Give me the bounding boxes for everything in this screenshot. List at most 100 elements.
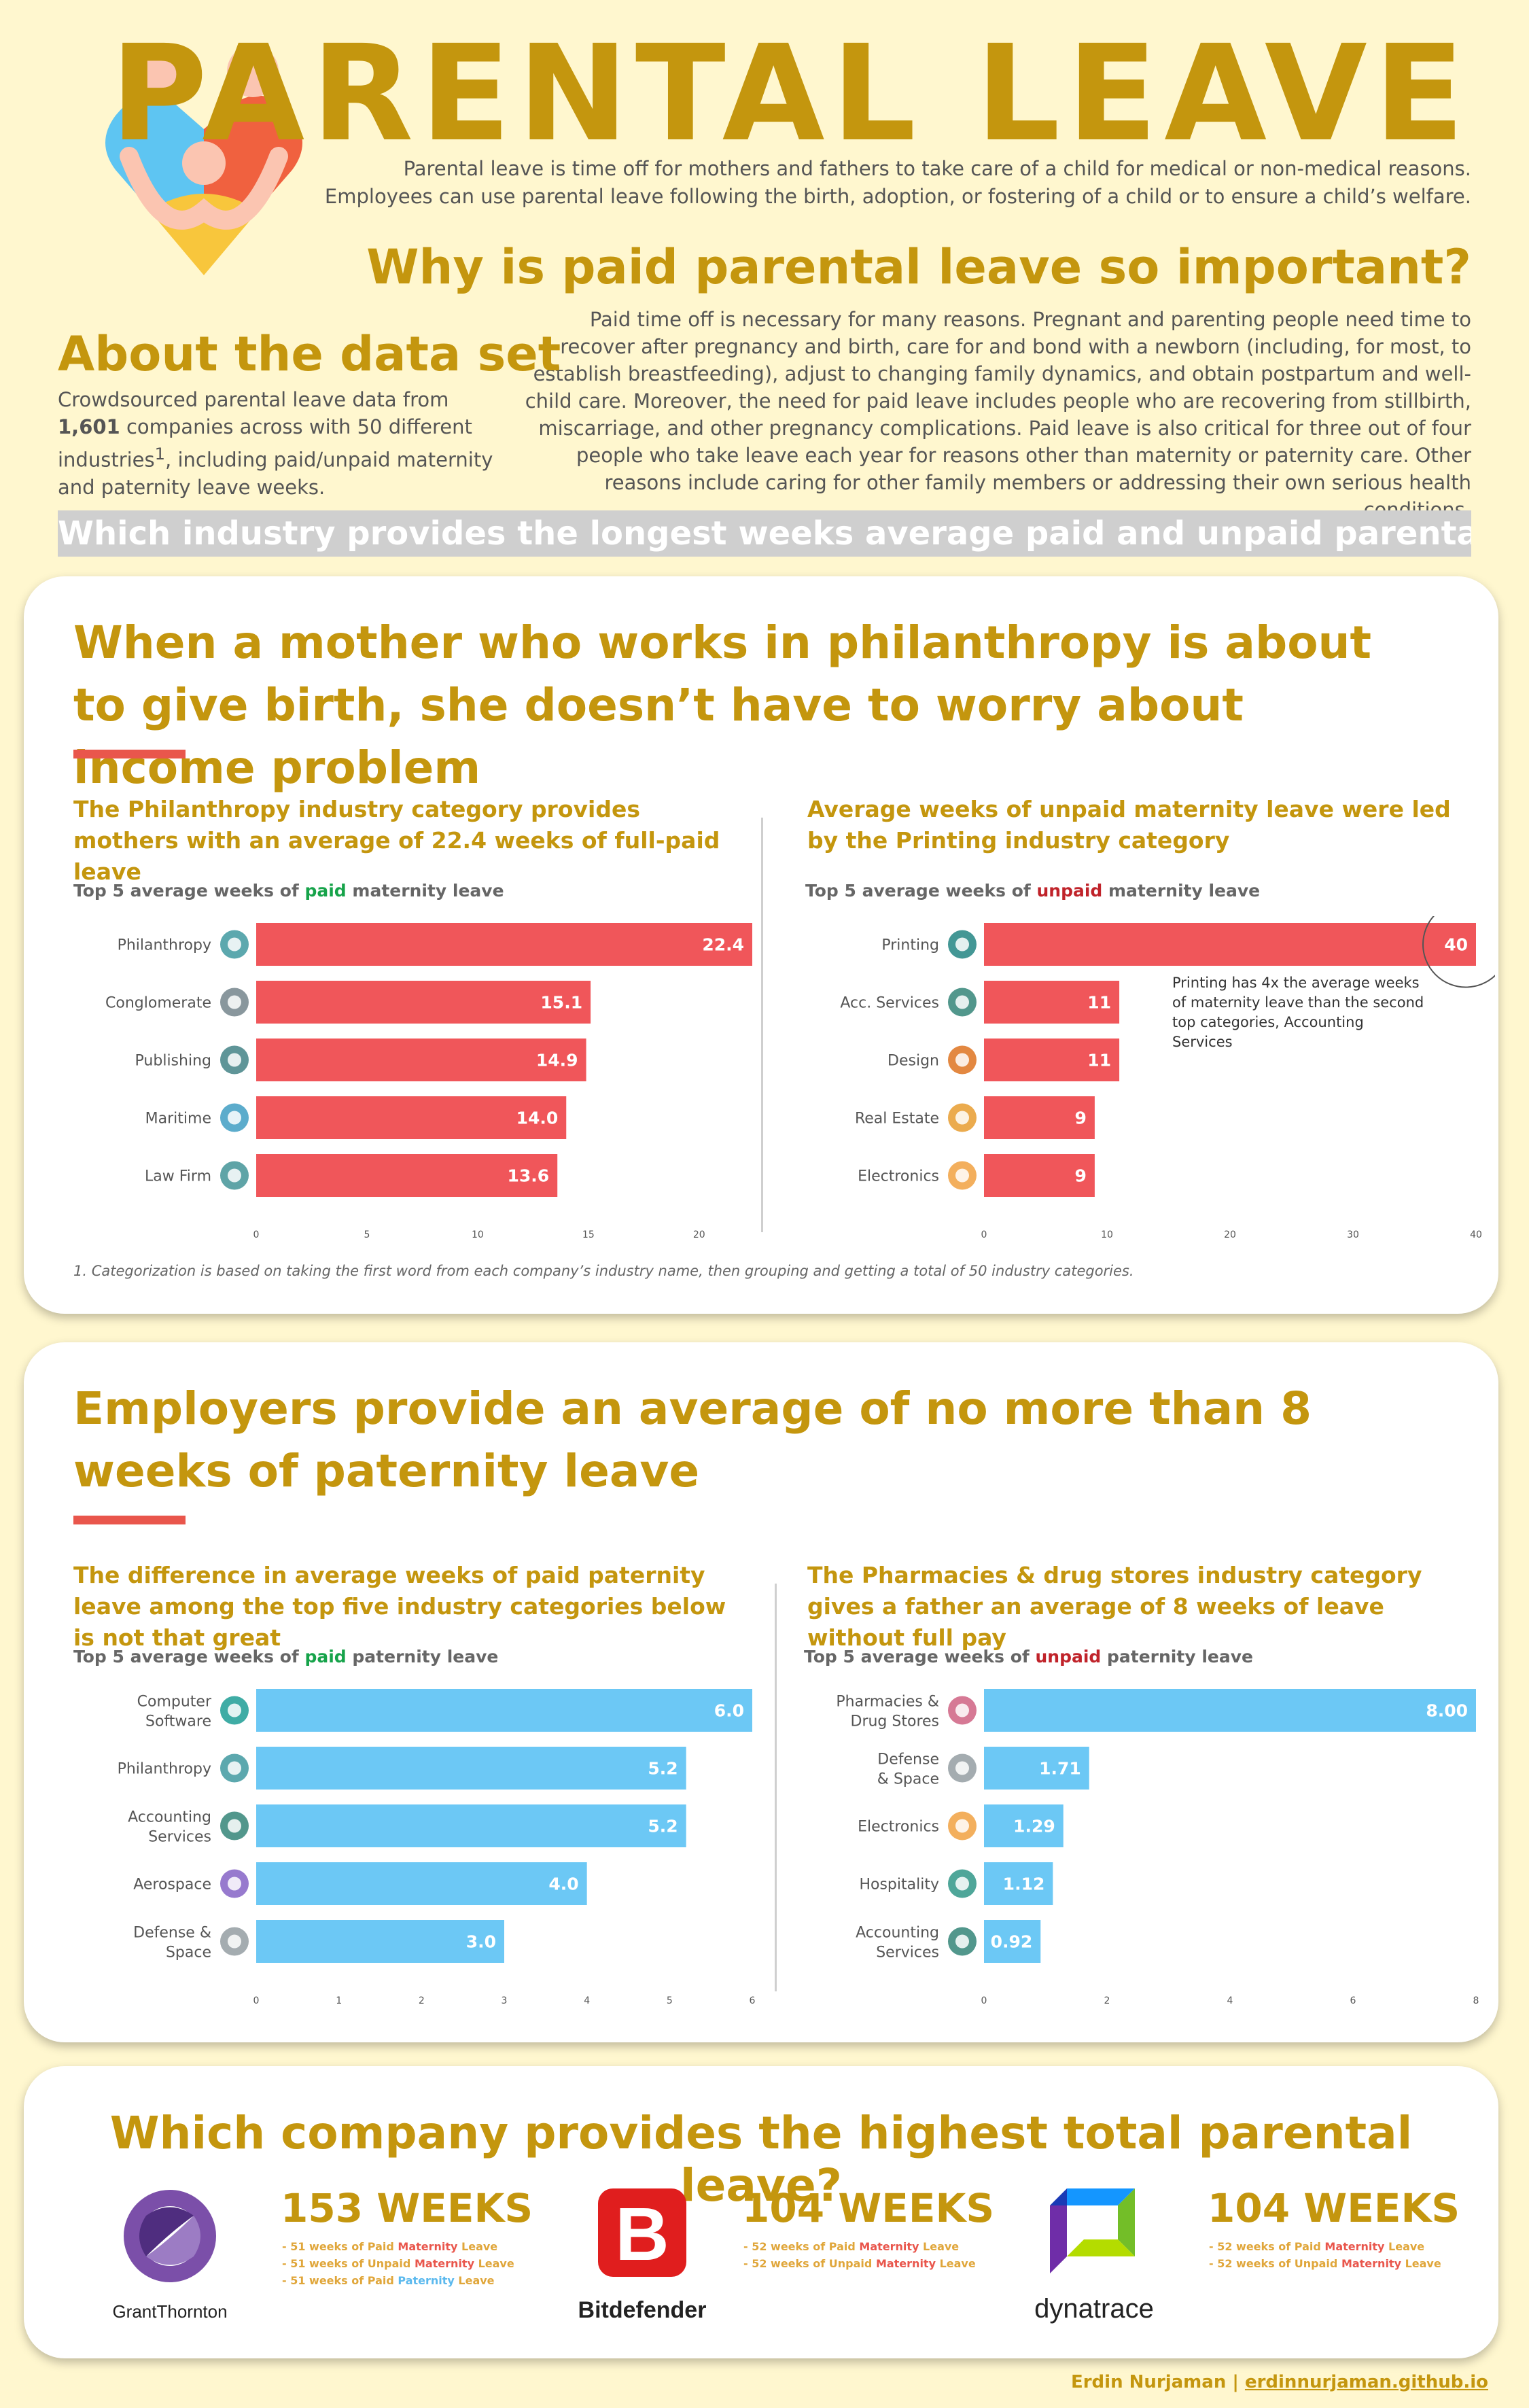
footnote: 1. Categorization is based on taking the…	[73, 1263, 1134, 1279]
waiter-icon	[948, 1869, 977, 1898]
bar	[256, 1747, 686, 1790]
data-label: 22.4	[702, 935, 744, 955]
main-title: PARENTAL LEAVE	[110, 16, 1471, 171]
detail-text: - 52 weeks of Unpaid	[1209, 2257, 1341, 2270]
author-credit: Erdin Nurjaman | erdinnurjaman.github.io	[1071, 2372, 1488, 2392]
about-text-1: Crowdsourced parental leave data from	[58, 388, 449, 411]
calculator-icon	[948, 988, 977, 1017]
paid-maternity-subtitle: The Philanthropy industry category provi…	[73, 796, 720, 885]
paid-paternity-subtitle: The difference in average weeks of paid …	[73, 1562, 726, 1651]
tick-label: 15	[582, 1229, 595, 1239]
mouse-icon	[948, 1811, 977, 1840]
label-suffix: maternity leave	[1102, 881, 1261, 901]
calculator-icon	[948, 1927, 977, 1956]
heart-family-logo	[105, 46, 302, 275]
label-suffix: paternity leave	[346, 1647, 499, 1667]
tick-label: 4	[1227, 1995, 1233, 2005]
about-text: Crowdsourced parental leave data from 1,…	[58, 386, 506, 501]
printing-annotation: Printing has 4x the average weeks of mate…	[1172, 975, 1424, 1050]
tick-label: 30	[1347, 1229, 1359, 1239]
category-label: Computer Software	[137, 1694, 212, 1730]
jet-icon	[220, 1927, 249, 1956]
calculator-icon	[220, 1811, 249, 1840]
tick-label: 5	[364, 1229, 370, 1239]
detail-kind: Maternity	[1341, 2257, 1401, 2270]
detail-line: - 52 weeks of Paid Maternity Leave	[1209, 2238, 1441, 2255]
tick-label: 8	[1473, 1995, 1479, 2005]
data-label: 11	[1087, 993, 1111, 1013]
label-key-paid: paid	[304, 881, 347, 901]
bar	[984, 1747, 1089, 1790]
label-prefix: Top 5 average weeks of	[73, 1647, 305, 1667]
detail-suffix: Leave	[474, 2257, 514, 2270]
detail-line: - 51 weeks of Paid Paternity Leave	[282, 2272, 514, 2289]
data-label: 8.00	[1426, 1701, 1468, 1721]
category-label: Law Firm	[145, 1168, 211, 1185]
data-label: 0.92	[991, 1932, 1033, 1952]
tick-label: 0	[253, 1229, 260, 1239]
detail-line: - 52 weeks of Paid Maternity Leave	[743, 2238, 976, 2255]
bar	[256, 1689, 752, 1732]
data-label: 11	[1087, 1051, 1111, 1070]
category-label: Design	[887, 1053, 939, 1070]
tick-label: 3	[502, 1995, 508, 2005]
company-card: Which company provides the highest total…	[24, 2066, 1498, 2358]
tick-label: 6	[750, 1995, 756, 2005]
detail-text: - 52 weeks of Unpaid	[743, 2257, 876, 2270]
company-bitdefender: B Bitdefender 104 WEEKS - 52 weeks of Pa…	[564, 2185, 995, 2348]
paid-paternity-chart-label: Top 5 average weeks of paid paternity le…	[73, 1647, 498, 1667]
tick-label: 2	[419, 1995, 425, 2005]
about-text-2: companies across with 50 different indus…	[58, 415, 472, 472]
detail-suffix: Leave	[919, 2240, 960, 2253]
tick-label: 0	[981, 1995, 987, 2005]
house-icon	[948, 1103, 977, 1132]
mouse-icon	[948, 1161, 977, 1190]
code-icon	[220, 1696, 249, 1725]
detail-text: - 51 weeks of Paid	[282, 2274, 398, 2287]
chart-divider	[761, 818, 763, 1232]
detail-kind: Maternity	[1324, 2240, 1385, 2253]
why-title: Why is paid parental leave so important?	[366, 239, 1471, 295]
unpaid-maternity-chart: Printing 40 Acc. Services 11 Design 11 Real Es…	[840, 916, 1495, 1239]
logo-letter: B	[615, 2193, 669, 2276]
intro-text: Parental leave is time off for mothers a…	[324, 157, 1471, 208]
detail-text: - 51 weeks of Paid	[282, 2240, 398, 2253]
unpaid-paternity-chart: Pharmacies & Drug Stores 8.00 Defense & Spac…	[836, 1689, 1479, 2005]
question-banner: Which industry provides the longest week…	[58, 510, 1471, 557]
data-label: 14.0	[516, 1109, 559, 1128]
category-label: Hospitality	[859, 1877, 939, 1894]
detail-line: - 52 weeks of Unpaid Maternity Leave	[1209, 2255, 1441, 2272]
category-label: Publishing	[135, 1053, 211, 1070]
about-title: About the data set	[58, 326, 561, 382]
detail-text: - 52 weeks of Paid	[1209, 2240, 1325, 2253]
weeks-detail: - 52 weeks of Paid Maternity Leave - 52 …	[1209, 2238, 1441, 2272]
unpaid-maternity-subtitle: Average weeks of unpaid maternity leave …	[807, 796, 1451, 854]
data-label: 6.0	[714, 1701, 744, 1721]
category-label: Defense & Space	[877, 1751, 939, 1788]
title-underline	[73, 1516, 186, 1524]
author-name: Erdin Nurjaman	[1070, 2372, 1227, 2392]
company-name: GrantThornton	[112, 2301, 227, 2322]
author-separator: |	[1226, 2372, 1245, 2392]
hand-heart-icon	[220, 1753, 249, 1783]
dynatrace-logo: dynatrace	[1034, 2188, 1154, 2324]
hand-heart-icon	[220, 930, 249, 959]
tick-label: 6	[1350, 1995, 1356, 2005]
detail-suffix: Leave	[936, 2257, 976, 2270]
data-label: 3.0	[466, 1932, 496, 1952]
category-label: Maritime	[145, 1111, 211, 1128]
data-label: 9	[1074, 1109, 1086, 1128]
author-site-link[interactable]: erdinnurjaman.github.io	[1244, 2372, 1488, 2392]
detail-text: - 51 weeks of Unpaid	[282, 2257, 415, 2270]
total-weeks: 104 WEEKS	[742, 2185, 995, 2231]
detail-kind: Maternity	[875, 2257, 936, 2270]
company-name: Bitdefender	[578, 2297, 707, 2323]
data-label: 4.0	[548, 1874, 578, 1894]
tick-label: 4	[584, 1995, 590, 2005]
category-label: Philanthropy	[118, 937, 211, 954]
tick-label: 10	[472, 1229, 484, 1239]
bar	[256, 1039, 586, 1081]
detail-kind: Maternity	[414, 2257, 474, 2270]
bar	[256, 981, 591, 1024]
total-weeks: 153 WEEKS	[281, 2185, 533, 2231]
